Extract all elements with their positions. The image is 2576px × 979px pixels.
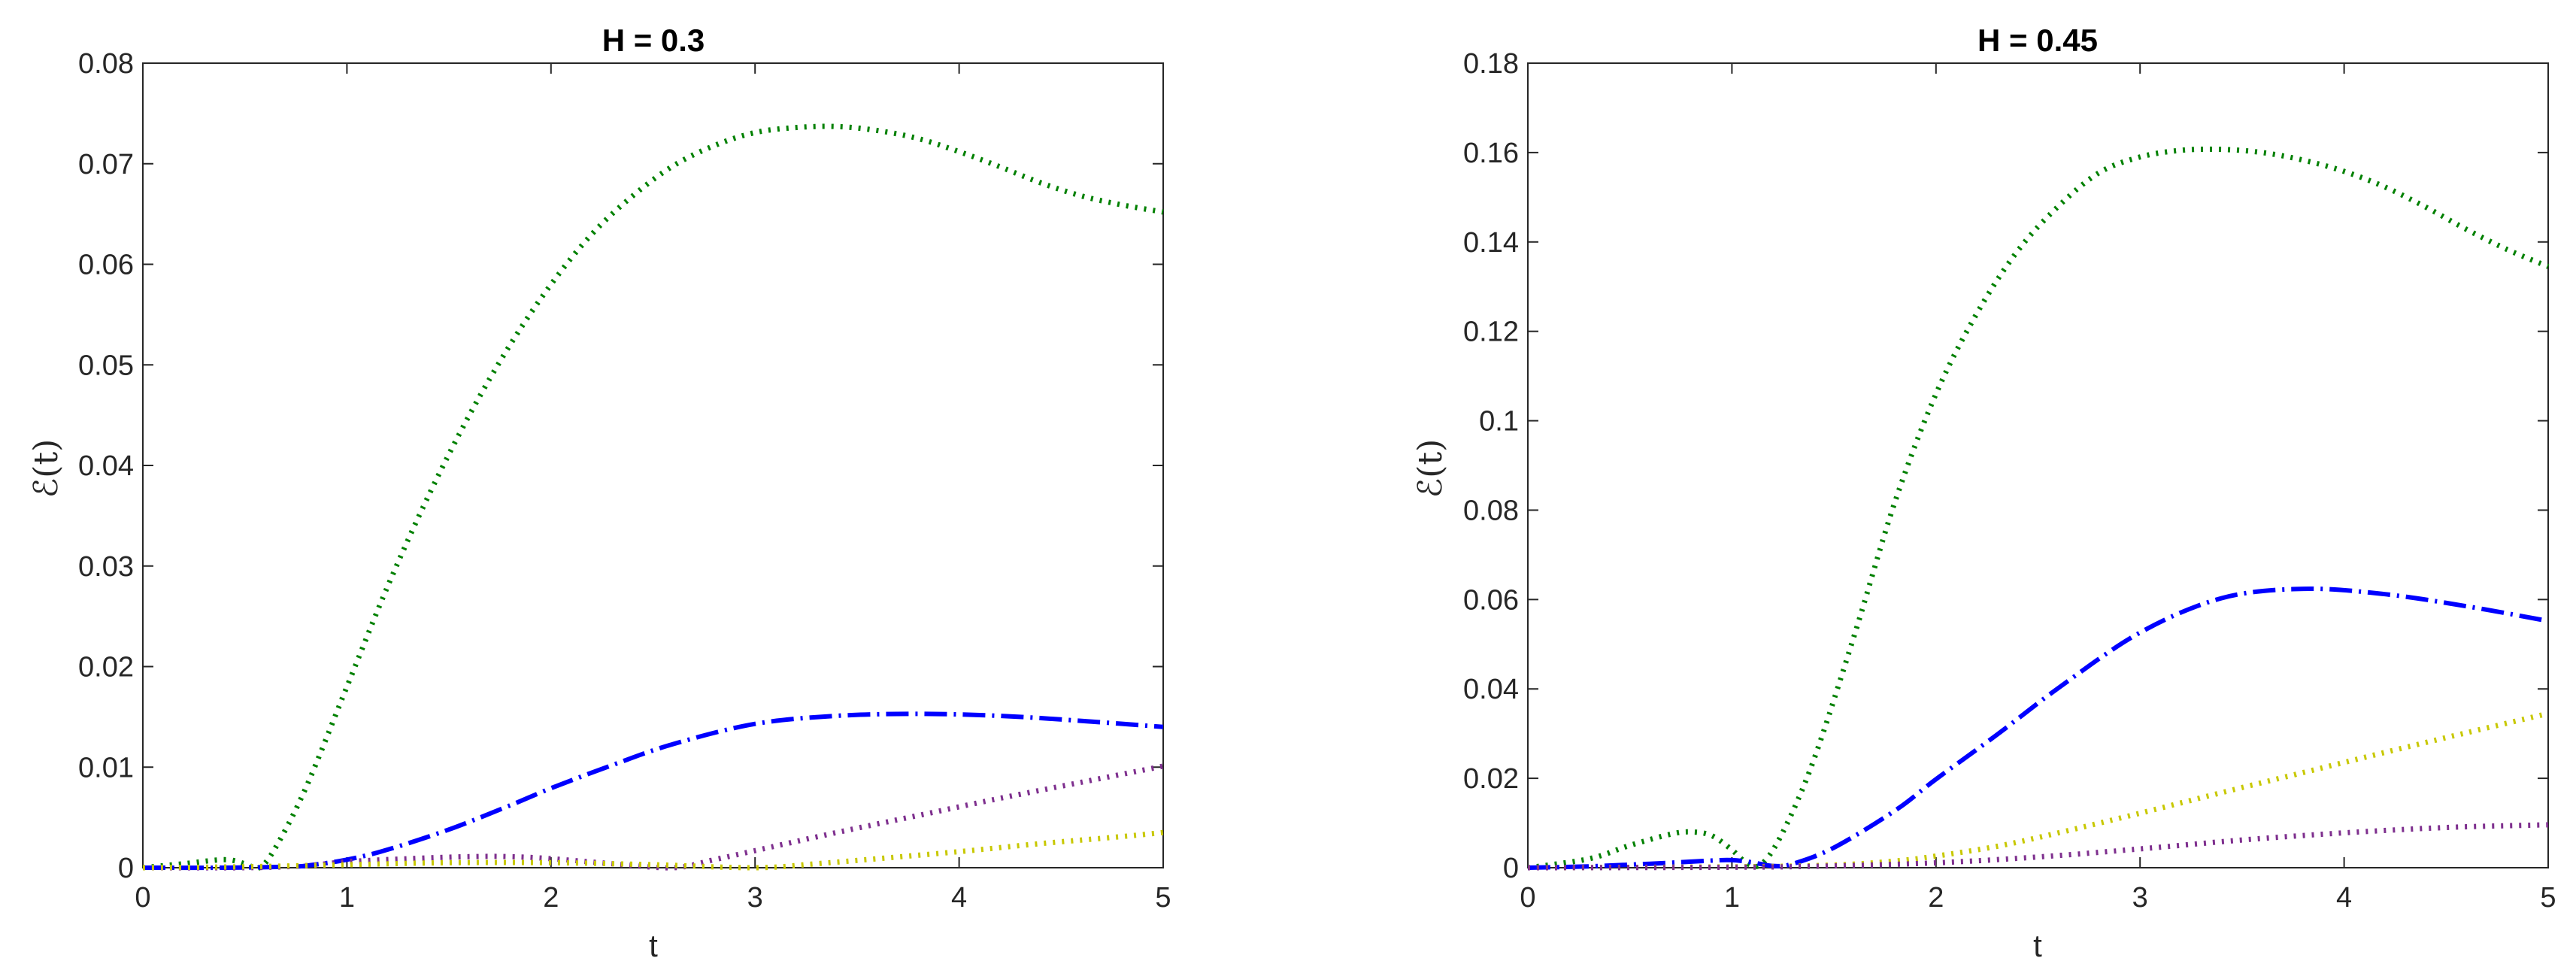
y-tick-label: 0.14 [1463,227,1519,259]
y-axis-label: ℰ(t) [1411,439,1450,499]
plot-title: H = 0.3 [602,23,705,58]
series-line-green [1527,146,2550,871]
y-tick-label: 0.03 [78,551,134,583]
y-tick-label: 0.07 [78,149,134,180]
y-tick-label: 0.16 [1463,138,1519,169]
plot-area: 0 1 2 3 4 5 0 0.01 0.02 0.03 0.04 0.05 0.06 0.07 0.08 [78,48,1171,914]
subplot-left: H = 0.3 ℰ(t) t 0 1 2 3 4 5 0 0.01 0.02 0.03 0.04 0.… [27,23,1171,963]
y-tick-label: 0.06 [1463,584,1519,616]
plot-area: 0 1 2 3 4 5 0 0.02 0.04 0.06 0.08 0.1 0.12 0.14 0.16 0.… [1463,48,2556,914]
x-tick-label: 0 [1520,882,1535,914]
y-tick-label: 0.18 [1463,48,1519,80]
axes-frame [1527,62,2549,868]
x-tick-label: 4 [2336,882,2352,914]
y-tick-label: 0.02 [1463,763,1519,795]
series-line-purple [1527,822,2549,871]
series-line-yellow [142,829,1164,871]
x-tick-label: 4 [951,882,967,914]
series-line-green [142,123,1164,871]
y-tick-label: 0 [1503,853,1519,884]
x-tick-label: 2 [1928,882,1944,914]
x-tick-label: 3 [2132,882,2148,914]
subplot-right: H = 0.45 ℰ(t) t 0 1 2 3 4 500.020.040.060.080… [1411,23,2556,963]
y-tick-label: 0.05 [78,350,134,381]
x-tick-label: 5 [2540,882,2556,914]
y-tick-label: 0.06 [78,250,134,281]
y-tick-label: 0.02 [78,652,134,683]
y-tick-label: 0.1 [1479,406,1519,438]
x-tick-label: 2 [543,882,559,914]
x-tick-label: 1 [1724,882,1740,914]
y-tick-label: 0.08 [78,48,134,80]
series-line-blue [142,711,1164,871]
x-tick-label: 1 [339,882,355,914]
y-tick-label: 0.08 [1463,495,1519,526]
y-tick-label: 0.12 [1463,317,1519,348]
series-line-blue [1527,586,2549,870]
y-axis-label: ℰ(t) [27,439,65,499]
y-tick-label: 0 [118,853,134,884]
y-tick-label: 0.04 [78,450,134,482]
x-tick-label: 5 [1155,882,1171,914]
plot-title: H = 0.45 [1977,23,2098,58]
x-tick-label: 3 [747,882,763,914]
axes-frame [142,62,1164,868]
y-tick-label: 0.04 [1463,674,1519,705]
y-tick-label: 0.01 [78,752,134,784]
x-axis-label: t [2033,928,2042,963]
series-line-purple [142,763,1164,871]
series-line-yellow [1527,711,2549,871]
x-axis-label: t [649,928,658,963]
x-tick-label: 0 [135,882,150,914]
